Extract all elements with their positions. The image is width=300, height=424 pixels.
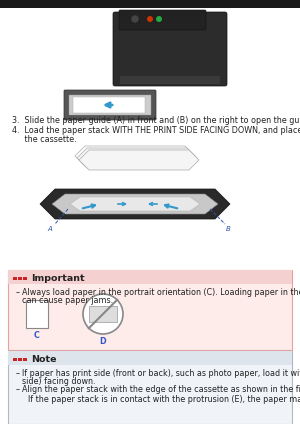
Text: 3.  Slide the paper guide (A) in front and (B) on the right to open the guides.: 3. Slide the paper guide (A) in front an… — [12, 116, 300, 125]
Circle shape — [147, 16, 153, 22]
Circle shape — [83, 294, 123, 334]
Polygon shape — [75, 146, 195, 166]
Bar — [23, 358, 26, 361]
Text: If the paper stack is in contact with the protrusion (E), the paper may not be f: If the paper stack is in contact with th… — [28, 395, 300, 404]
Circle shape — [156, 16, 162, 22]
Text: Always load paper in the portrait orientation (C). Loading paper in the landscap: Always load paper in the portrait orient… — [22, 288, 300, 297]
Text: –: – — [16, 385, 20, 394]
Bar — [18, 277, 22, 280]
Text: can cause paper jams.: can cause paper jams. — [22, 296, 113, 305]
Bar — [69, 95, 151, 115]
Circle shape — [131, 15, 139, 23]
Bar — [13, 277, 16, 280]
FancyBboxPatch shape — [119, 10, 206, 30]
Text: B: B — [226, 226, 230, 232]
Bar — [18, 358, 22, 361]
Text: D: D — [100, 337, 106, 346]
FancyBboxPatch shape — [64, 90, 156, 120]
Bar — [8, 351, 292, 365]
Text: –: – — [16, 288, 20, 297]
Text: C: C — [34, 331, 40, 340]
Text: –: – — [16, 369, 20, 378]
Polygon shape — [79, 150, 199, 170]
Text: side) facing down.: side) facing down. — [22, 377, 95, 386]
Text: Note: Note — [31, 355, 56, 364]
Bar — [89, 306, 117, 322]
Text: If paper has print side (front or back), such as photo paper, load it with the w: If paper has print side (front or back),… — [22, 369, 300, 378]
Polygon shape — [52, 194, 218, 214]
Bar — [8, 270, 292, 350]
Bar — [26, 300, 48, 328]
Polygon shape — [40, 189, 230, 219]
Bar — [0, 0, 300, 8]
Text: 4.  Load the paper stack WITH THE PRINT SIDE FACING DOWN, and place it in the ce: 4. Load the paper stack WITH THE PRINT S… — [12, 126, 300, 135]
Bar — [13, 358, 16, 361]
Text: A: A — [48, 226, 52, 232]
FancyBboxPatch shape — [113, 12, 227, 86]
Bar — [8, 351, 292, 424]
Text: Important: Important — [31, 274, 85, 283]
Bar — [8, 270, 292, 284]
Polygon shape — [70, 197, 200, 211]
Bar — [23, 277, 26, 280]
Bar — [120, 76, 220, 84]
Text: the cassette.: the cassette. — [12, 135, 76, 144]
Polygon shape — [77, 148, 197, 168]
Bar — [73, 97, 145, 113]
Text: Align the paper stack with the edge of the cassette as shown in the figure below: Align the paper stack with the edge of t… — [22, 385, 300, 394]
